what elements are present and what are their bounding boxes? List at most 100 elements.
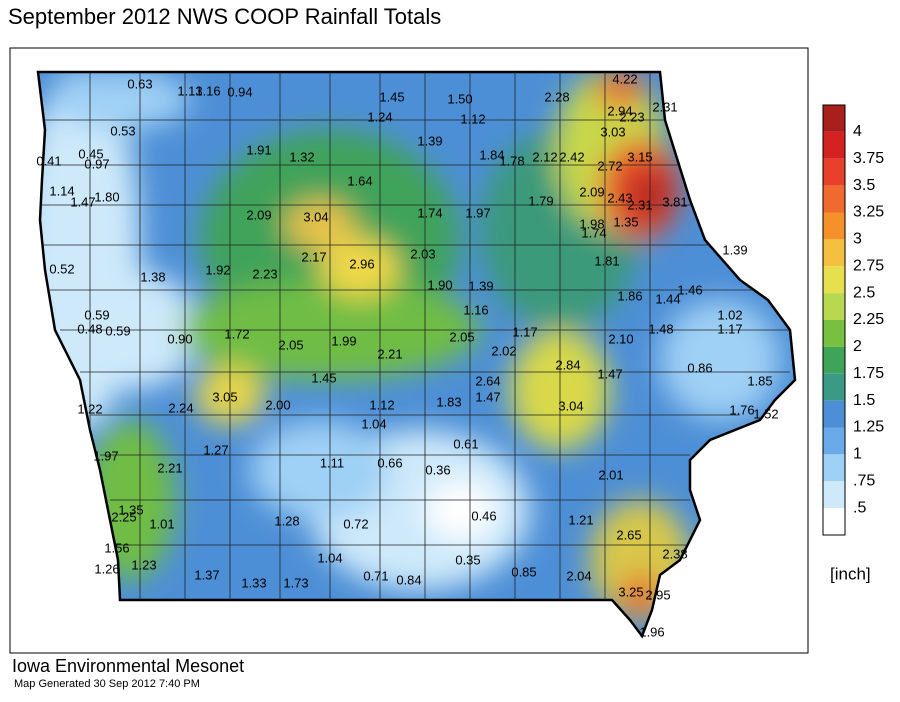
station-value: 0.63 — [127, 76, 152, 91]
station-value: 1.52 — [753, 406, 778, 421]
station-value: 1.33 — [241, 575, 266, 590]
station-value: 1.90 — [427, 277, 452, 292]
station-value: 1.27 — [203, 442, 228, 457]
station-value: 0.59 — [105, 323, 130, 338]
station-value: 1.92 — [205, 262, 230, 277]
legend-label: 1.5 — [853, 392, 875, 409]
station-value: 2.02 — [491, 343, 516, 358]
station-value: 2.17 — [301, 249, 326, 264]
station-value: 1.85 — [747, 373, 772, 388]
station-value: 0.59 — [84, 307, 109, 322]
station-value: 0.61 — [453, 436, 478, 451]
legend-swatch — [823, 293, 845, 320]
footer-source: Iowa Environmental Mesonet — [12, 656, 244, 676]
station-value: 3.04 — [558, 398, 583, 413]
legend-unit: [inch] — [830, 564, 871, 583]
legend-label: .75 — [853, 472, 875, 489]
station-value: 1.13 — [177, 83, 202, 98]
station-value: 2.09 — [246, 207, 271, 222]
station-value: 2.42 — [559, 149, 584, 164]
station-value: 2.38 — [662, 546, 687, 561]
legend-swatch — [823, 239, 845, 267]
station-value: 3.81 — [662, 194, 687, 209]
station-value: 1.02 — [717, 307, 742, 322]
station-value: 1.56 — [104, 540, 129, 555]
station-value: 2.24 — [168, 400, 193, 415]
station-value: 0.52 — [49, 261, 74, 276]
station-value: 0.53 — [110, 123, 135, 138]
station-value: 2.64 — [475, 373, 500, 388]
station-value: 0.35 — [455, 552, 480, 567]
station-value: 1.22 — [77, 401, 102, 416]
station-value: 2.05 — [278, 337, 303, 352]
station-value: 1.39 — [417, 133, 442, 148]
station-value: 2.00 — [265, 397, 290, 412]
station-value: 1.76 — [729, 402, 754, 417]
station-value: 1.21 — [568, 512, 593, 527]
station-value: 2.95 — [645, 587, 670, 602]
station-value: 0.66 — [377, 455, 402, 470]
station-value: 1.79 — [528, 193, 553, 208]
legend-label: 2.75 — [853, 257, 884, 274]
legend-swatch — [823, 320, 845, 347]
station-value: 1.35 — [613, 214, 638, 229]
station-value: 3.03 — [600, 124, 625, 139]
station-value: 1.45 — [379, 89, 404, 104]
station-value: 2.23 — [252, 266, 277, 281]
county-lines — [40, 72, 790, 600]
station-value: 1.12 — [369, 397, 394, 412]
station-value: 1.50 — [447, 91, 472, 106]
legend-label: 1.25 — [853, 419, 884, 436]
legend-frame — [822, 104, 846, 536]
legend-swatch — [823, 212, 845, 240]
legend-swatch — [823, 454, 845, 482]
station-value: 1.39 — [722, 242, 747, 257]
legend-label: 4 — [853, 123, 862, 140]
legend-label: .5 — [853, 499, 866, 516]
legend-label: 2.25 — [853, 311, 884, 328]
station-value: 1.64 — [347, 173, 372, 188]
station-value: 1.23 — [131, 557, 156, 572]
station-value: 1.16 — [195, 83, 220, 98]
legend-label: 1.75 — [853, 365, 884, 382]
station-value: 1.01 — [149, 516, 174, 531]
station-value: 2.03 — [410, 246, 435, 261]
station-value: 1.72 — [224, 326, 249, 341]
legend-label: 2 — [853, 338, 862, 355]
legend-swatch — [823, 427, 845, 455]
station-value: 0.85 — [511, 564, 536, 579]
station-value: 1.32 — [289, 149, 314, 164]
station-value: 2.21 — [157, 460, 182, 475]
station-value: 1.81 — [594, 253, 619, 268]
legend-label: 3 — [853, 231, 862, 248]
station-value: 2.43 — [607, 190, 632, 205]
footer-generated: Map Generated 30 Sep 2012 7:40 PM — [14, 678, 200, 690]
station-value: 1.47 — [70, 194, 95, 209]
station-value: 2.05 — [449, 329, 474, 344]
station-value: 0.41 — [36, 153, 61, 168]
legend-label: 3.25 — [853, 204, 884, 221]
legend-swatch — [823, 158, 845, 186]
station-value: 1.04 — [317, 550, 342, 565]
station-value: 0.84 — [396, 572, 421, 587]
station-value: 2.28 — [544, 89, 569, 104]
legend-swatch — [823, 105, 845, 132]
station-value: 2.94 — [607, 103, 632, 118]
station-value: 1.47 — [475, 389, 500, 404]
station-value: 1.35 — [118, 502, 143, 517]
legend-swatch — [823, 481, 845, 509]
station-value: 2.04 — [566, 568, 591, 583]
station-value: 1.47 — [597, 366, 622, 381]
legend-label: 3.75 — [853, 150, 884, 167]
rainfall-field — [38, 72, 795, 636]
legend-swatch — [823, 185, 845, 213]
legend-label: 1 — [853, 446, 862, 463]
station-value: 1.97 — [93, 448, 118, 463]
station-value: 0.72 — [343, 516, 368, 531]
station-value: 1.24 — [367, 109, 392, 124]
station-value: 0.48 — [77, 321, 102, 336]
station-value: 1.44 — [655, 291, 680, 306]
station-value: 2.25 — [111, 509, 136, 524]
